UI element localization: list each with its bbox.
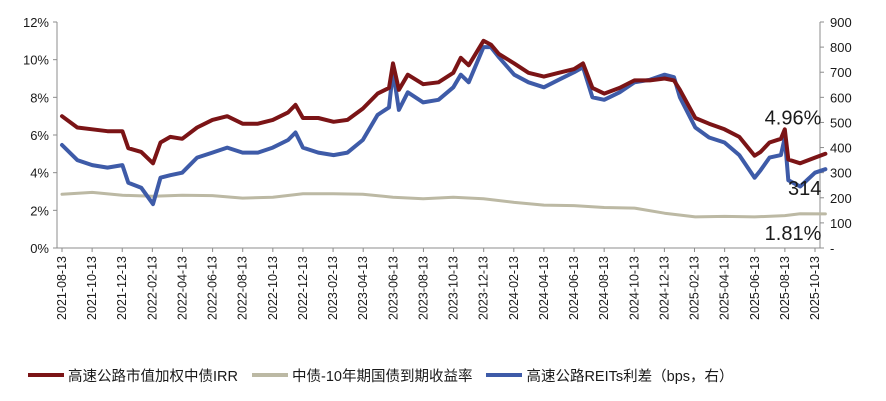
x-tick-label: 2024-04-13 bbox=[537, 256, 551, 320]
legend-label: 高速公路REITs利差（bps，右） bbox=[526, 368, 734, 385]
x-tick-label: 2025-02-13 bbox=[688, 256, 702, 320]
legend-swatch bbox=[251, 373, 288, 377]
right-tick-label: 700 bbox=[830, 65, 852, 80]
x-tick-label: 2023-02-13 bbox=[326, 256, 340, 320]
x-tick-label: 2021-12-13 bbox=[115, 256, 129, 320]
series-layer bbox=[60, 38, 828, 219]
x-tick-label: 2025-06-13 bbox=[748, 256, 762, 320]
legend-label: 高速公路市值加权中债IRR bbox=[68, 368, 238, 385]
x-tick-label: 2025-04-13 bbox=[718, 256, 732, 320]
x-tick-label: 2024-06-13 bbox=[567, 256, 581, 320]
x-tick-label: 2023-08-13 bbox=[416, 256, 430, 320]
left-tick-label: 12% bbox=[23, 15, 49, 30]
x-tick-label: 2022-06-13 bbox=[206, 256, 220, 320]
series-line-1 bbox=[60, 190, 827, 219]
x-tick-label: 2024-10-13 bbox=[627, 256, 641, 320]
x-tick-label: 2022-08-13 bbox=[236, 256, 250, 320]
left-tick-label: 8% bbox=[30, 90, 49, 105]
x-tick-label: 2024-08-13 bbox=[597, 256, 611, 320]
legend-item: 中债-10年期国债到期收益率 bbox=[251, 365, 473, 386]
series-0-group bbox=[60, 38, 828, 166]
right-tick-label: 100 bbox=[830, 216, 852, 231]
right-y-axis: - 100 200 300 400 500 600 700 800 900 bbox=[820, 15, 852, 256]
x-tick-label: 2022-04-13 bbox=[175, 256, 189, 320]
left-tick-label: 0% bbox=[30, 241, 49, 256]
right-tick-label: - bbox=[830, 241, 834, 256]
x-tick-label: 2022-10-13 bbox=[266, 256, 280, 320]
legend: 高速公路市值加权中债IRR 中债-10年期国债到期收益率 高速公路REITs利差（b… bbox=[28, 362, 878, 388]
left-tick-label: 10% bbox=[23, 53, 49, 68]
right-tick-label: 300 bbox=[830, 166, 852, 181]
x-tick-label: 2023-10-13 bbox=[447, 256, 461, 320]
legend-item: 高速公路市值加权中债IRR bbox=[28, 365, 238, 386]
x-tick-label: 2021-08-13 bbox=[55, 256, 69, 320]
chart: 0% 2% 4% 6% 8% 10% 12% - 100 200 300 400 500 600 700 8… bbox=[23, 15, 852, 320]
right-tick-label: 800 bbox=[830, 40, 852, 55]
legend-swatch bbox=[486, 373, 523, 377]
x-tick-label: 2025-10-13 bbox=[808, 256, 822, 320]
right-tick-label: 400 bbox=[830, 141, 852, 156]
x-tick-label: 2023-06-13 bbox=[386, 256, 400, 320]
series-2-group bbox=[60, 45, 828, 207]
x-tick-label: 2021-10-13 bbox=[85, 256, 99, 320]
x-tick-label: 2023-04-13 bbox=[356, 256, 370, 320]
right-tick-label: 900 bbox=[830, 15, 852, 30]
legend-item: 高速公路REITs利差（bps，右） bbox=[486, 365, 734, 386]
series-line-0 bbox=[60, 38, 828, 166]
left-tick-label: 4% bbox=[30, 166, 49, 181]
x-tick-label: 2022-02-13 bbox=[145, 256, 159, 320]
right-tick-label: 200 bbox=[830, 191, 852, 206]
right-tick-label: 600 bbox=[830, 90, 852, 105]
x-axis: 2021-08-13 2021-10-13 2021-12-13 2022-02-13… bbox=[55, 248, 822, 320]
x-tick-label: 2022-12-13 bbox=[296, 256, 310, 320]
x-tick-label: 2023-12-13 bbox=[477, 256, 491, 320]
x-tick-label: 2025-08-13 bbox=[778, 256, 792, 320]
x-tick-label: 2024-12-13 bbox=[657, 256, 671, 320]
left-tick-label: 2% bbox=[30, 203, 49, 218]
right-tick-label: 500 bbox=[830, 115, 852, 130]
series-line-2 bbox=[60, 45, 828, 207]
annotation-layer: 4.96% 314 1.81% bbox=[765, 108, 822, 245]
left-tick-label: 6% bbox=[30, 128, 49, 143]
data-annotation: 314 bbox=[788, 178, 821, 200]
data-annotation: 1.81% bbox=[765, 223, 822, 245]
x-tick-label: 2024-02-13 bbox=[507, 256, 521, 320]
series-1-group bbox=[60, 190, 827, 219]
left-y-axis: 0% 2% 4% 6% 8% 10% 12% bbox=[23, 15, 57, 256]
legend-swatch bbox=[28, 373, 64, 377]
legend-label: 中债-10年期国债到期收益率 bbox=[291, 368, 473, 385]
data-annotation: 4.96% bbox=[765, 108, 822, 130]
